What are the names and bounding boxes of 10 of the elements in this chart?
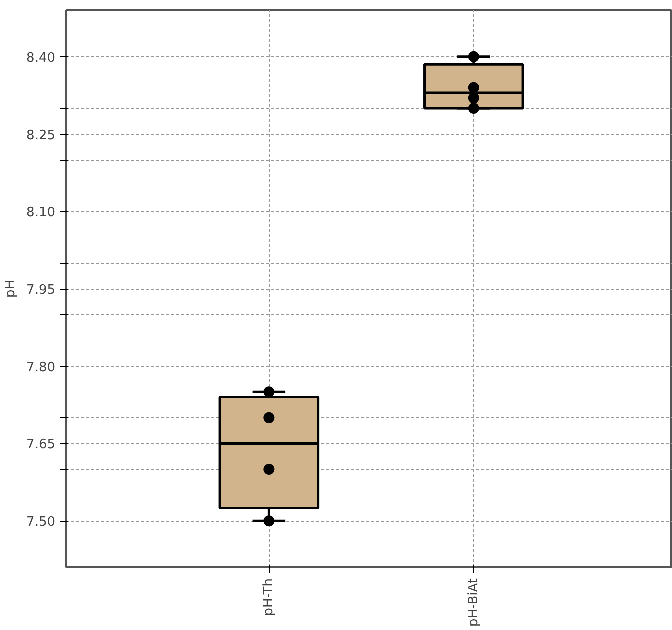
y-tick-label: 8.10 xyxy=(26,206,56,221)
x-tick-label: pH-Th xyxy=(262,578,277,616)
y-tick-label: 7.95 xyxy=(26,283,56,298)
y-tick-label: 7.65 xyxy=(26,438,56,453)
y-tick-label: 8.40 xyxy=(26,50,56,66)
y-tick-label: 7.80 xyxy=(26,360,56,376)
x-tick-label: pH-BiAt xyxy=(466,578,482,628)
y-axis-title: pH xyxy=(4,280,19,298)
y-tick-label: 7.50 xyxy=(26,515,56,530)
y-tick-label: 8.25 xyxy=(26,128,56,144)
